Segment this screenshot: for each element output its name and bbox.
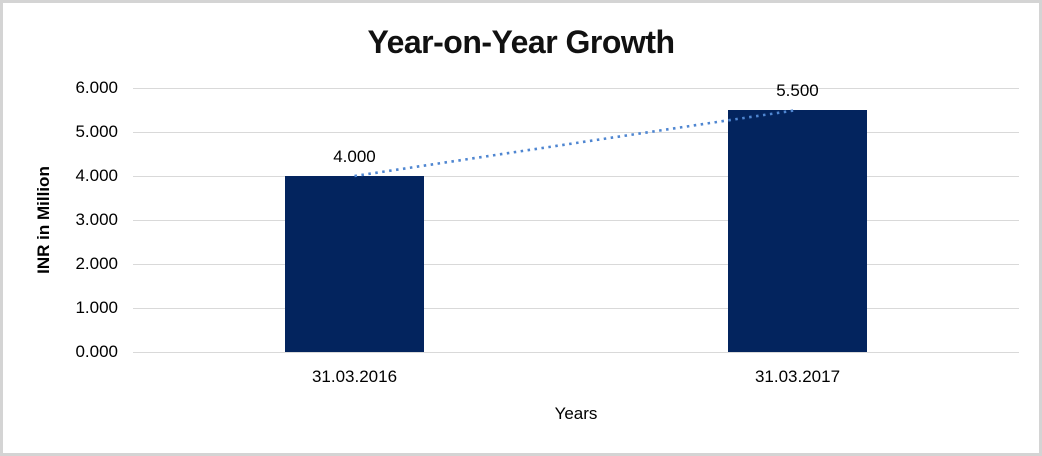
gridline <box>133 88 1019 89</box>
gridline <box>133 264 1019 265</box>
y-tick-label: 2.000 <box>75 254 118 273</box>
x-axis-title: Years <box>554 404 598 423</box>
bar <box>285 176 424 352</box>
gridline <box>133 132 1019 133</box>
gridline <box>133 176 1019 177</box>
y-tick-label: 0.000 <box>75 342 118 361</box>
gridline <box>133 352 1019 353</box>
gridline <box>133 308 1019 309</box>
bar-value-label: 5.500 <box>776 81 819 100</box>
bar-value-label: 4.000 <box>333 147 376 166</box>
x-tick-label: 31.03.2016 <box>311 367 398 386</box>
y-tick-label: 3.000 <box>75 210 118 229</box>
y-tick-label: 4.000 <box>75 166 118 185</box>
y-tick-label: 5.000 <box>75 122 118 141</box>
y-tick-label: 6.000 <box>75 78 118 97</box>
gridline <box>133 220 1019 221</box>
x-tick-label: 31.03.2017 <box>754 367 841 386</box>
bar <box>728 110 867 352</box>
y-tick-label: 1.000 <box>75 298 118 317</box>
chart-title: Year-on-Year Growth <box>367 24 675 60</box>
